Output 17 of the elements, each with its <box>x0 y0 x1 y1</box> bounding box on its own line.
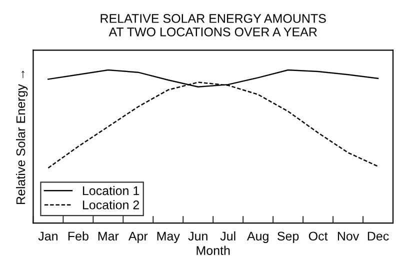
x-tick-label: Jul <box>220 231 236 241</box>
legend-label: Location 1 <box>82 186 140 196</box>
x-tick-label: Sep <box>278 232 299 244</box>
x-tick-label: Dec <box>368 232 389 241</box>
legend-label: Location 2 <box>82 200 140 210</box>
x-tick-label: Aug <box>246 232 268 244</box>
x-tick-label: Jun <box>188 232 208 241</box>
x-tick-label: Apr <box>128 232 148 244</box>
x-tick-label: Feb <box>68 231 88 241</box>
x-tick-label: Mar <box>98 232 119 241</box>
x-tick-label: Nov <box>338 232 360 241</box>
x-tick-label: May <box>157 232 180 244</box>
x-axis-title: Month <box>196 246 230 255</box>
x-tick-label: Oct <box>308 232 328 241</box>
x-tick-label: Jan <box>38 232 58 241</box>
y-axis-title: Relative Solar Energy → <box>16 70 28 204</box>
chart-title: RELATIVE SOLAR ENERGY AMOUNTS AT TWO LOCATIONS OVER A YEAR <box>100 14 326 36</box>
